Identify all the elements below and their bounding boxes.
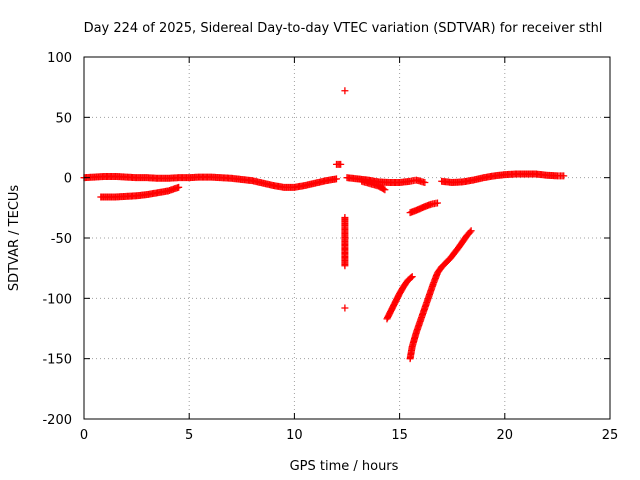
data-point [560, 172, 568, 180]
y-tick-label: -200 [42, 413, 72, 428]
data-point [380, 185, 388, 193]
chart-title: Day 224 of 2025, Sidereal Day-to-day VTE… [84, 21, 603, 36]
data-point [341, 87, 349, 95]
data-point [341, 304, 349, 312]
y-tick-label: 0 [64, 172, 72, 187]
x-axis-label: GPS time / hours [290, 459, 399, 474]
data-point [175, 183, 183, 191]
data-points [80, 87, 568, 363]
data-point [332, 175, 340, 183]
y-tick-label: 50 [55, 111, 72, 126]
data-point [408, 273, 416, 281]
y-tick-label: -150 [42, 353, 72, 368]
x-tick-label: 0 [80, 428, 88, 443]
x-tick-label: 25 [602, 428, 619, 443]
x-tick-label: 20 [497, 428, 514, 443]
y-tick-label: -100 [42, 292, 72, 307]
x-tick-label: 5 [185, 428, 193, 443]
y-axis-label: SDTVAR / TECUs [7, 185, 22, 292]
data-point [421, 178, 429, 186]
data-point [467, 227, 475, 235]
x-tick-label: 10 [286, 428, 303, 443]
axis-ticks: 0 5 10 15 20 25 -200 -150 -100 -50 0 50 100 [42, 51, 618, 443]
data-point [407, 274, 415, 282]
data-point [433, 199, 441, 207]
y-tick-label: 100 [47, 51, 72, 66]
data-point [341, 262, 349, 270]
data-point [381, 186, 389, 194]
grid-lines [84, 57, 610, 419]
data-point [337, 160, 345, 168]
data-point [466, 228, 474, 236]
x-tick-label: 15 [391, 428, 408, 443]
y-tick-label: -50 [51, 232, 72, 247]
